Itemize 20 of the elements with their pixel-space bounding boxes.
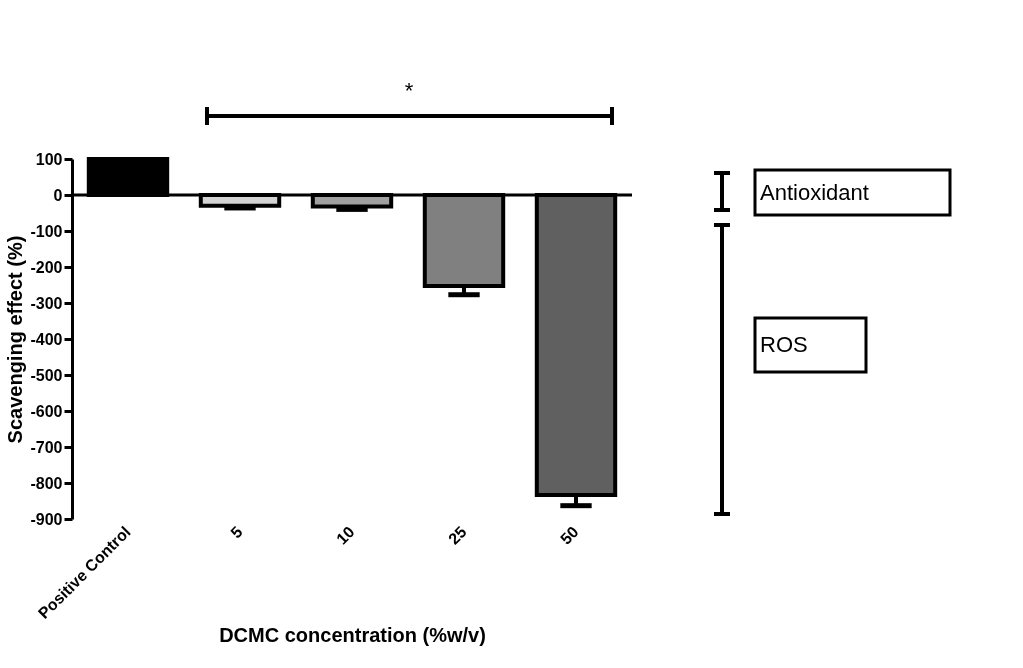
- x-axis-title: DCMC concentration (%w/v): [219, 623, 486, 646]
- y-tick-label: -600: [30, 402, 63, 420]
- y-tick-label: -500: [30, 366, 63, 384]
- text: Antioxidant: [760, 180, 869, 205]
- x-tick-label: 5: [227, 523, 246, 542]
- y-tick-label: -900: [30, 510, 63, 528]
- y-tick-label: -100: [30, 222, 63, 240]
- y-tick-label: -400: [30, 330, 63, 348]
- text: ROS: [760, 332, 808, 357]
- y-tick-label: 100: [35, 150, 63, 168]
- y-tick-label: -200: [30, 258, 63, 276]
- y-axis-title: Scavenging effect (%): [4, 235, 27, 444]
- x-tick-label: 25: [445, 523, 470, 548]
- y-tick-label: -700: [30, 438, 63, 456]
- y-tick-label: 0: [53, 186, 63, 204]
- x-tick-label: 50: [557, 523, 582, 548]
- text: *: [404, 78, 414, 103]
- y-tick-label: -300: [30, 294, 63, 312]
- y-tick-label: -800: [30, 474, 63, 492]
- x-tick-label: 10: [333, 523, 358, 548]
